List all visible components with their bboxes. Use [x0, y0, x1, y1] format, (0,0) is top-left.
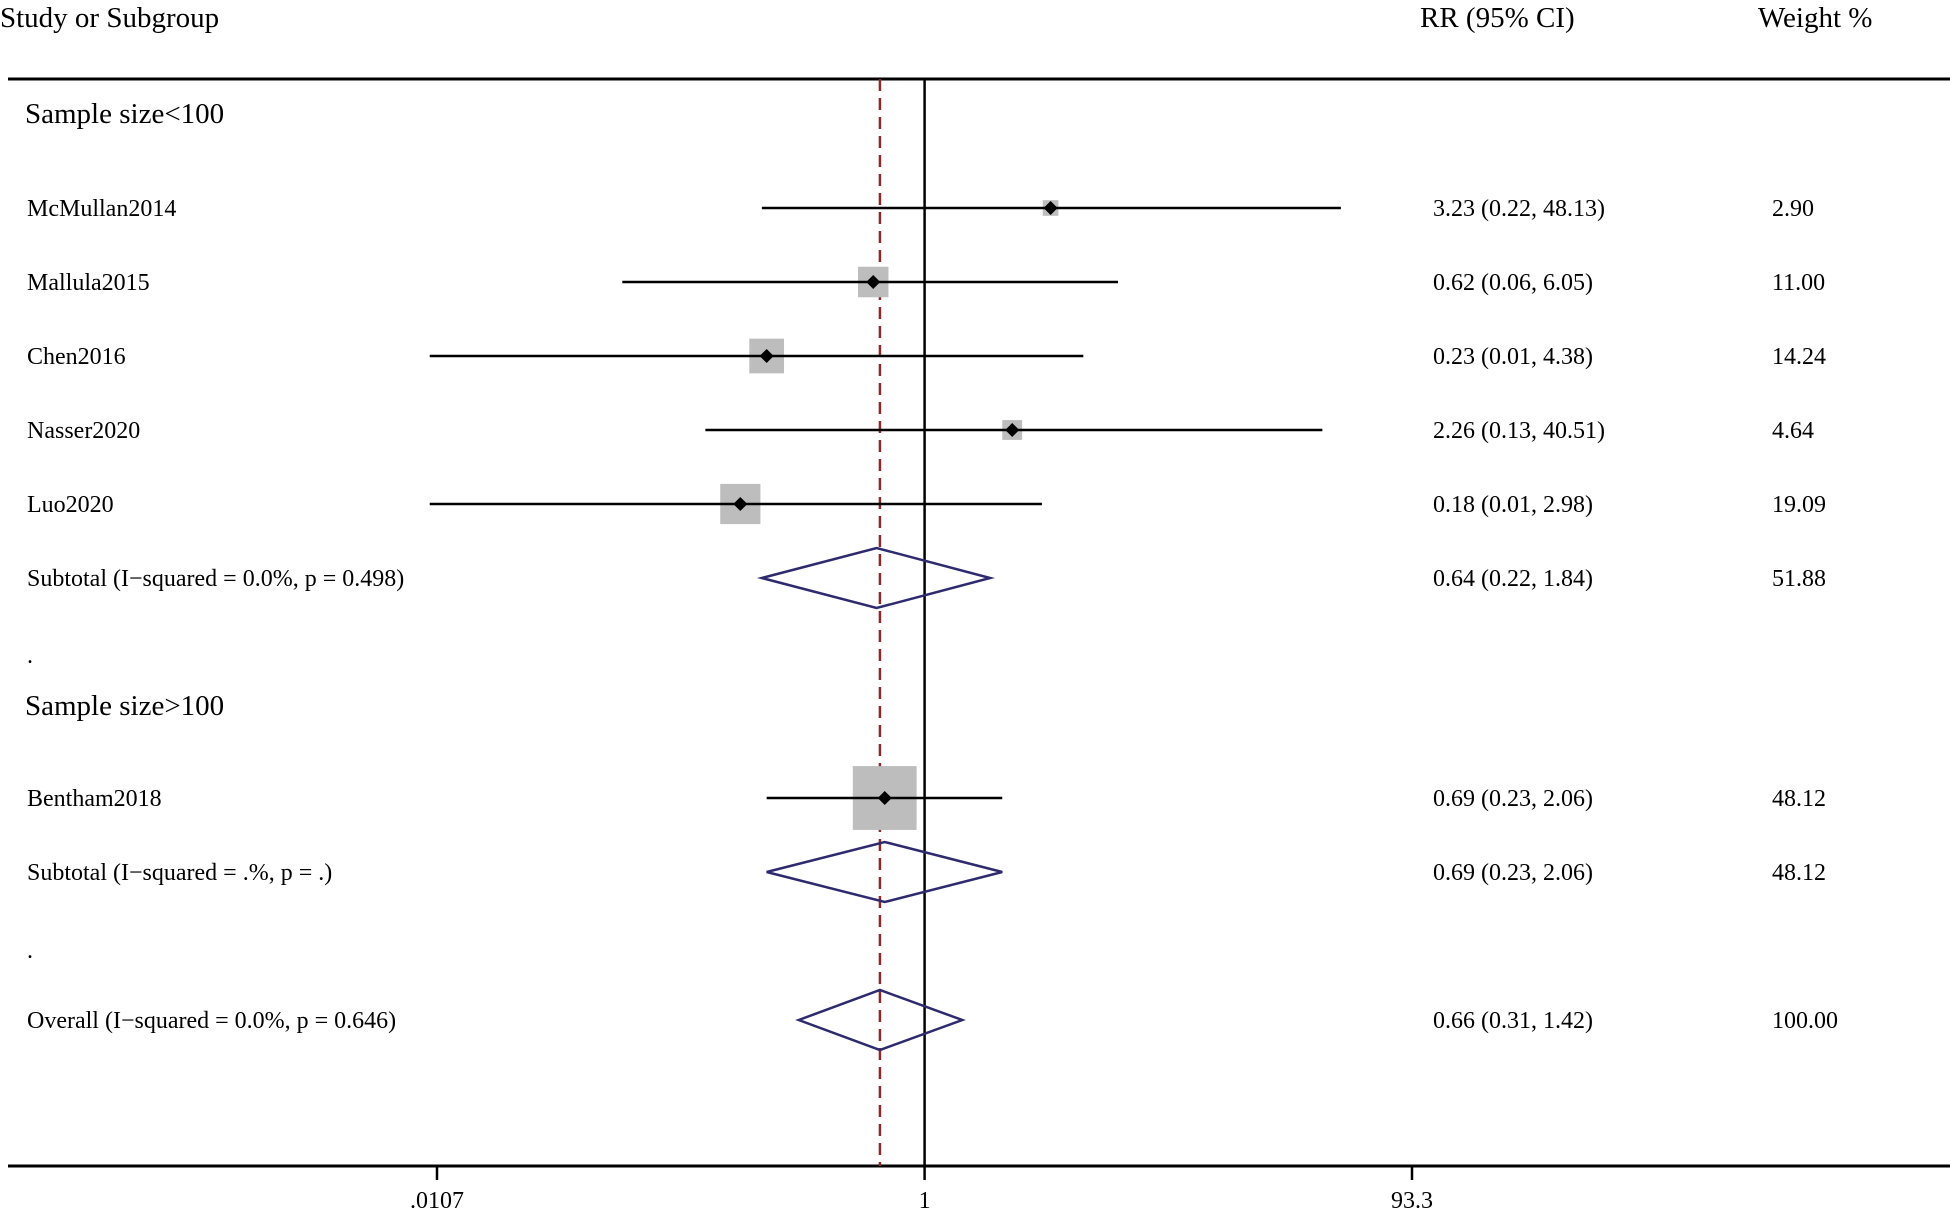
weight-text: 100.00 [1772, 1008, 1838, 1034]
x-tick-label: 1 [919, 1188, 931, 1214]
ci-text: 0.69 (0.23, 2.06) [1433, 860, 1593, 886]
ci-text: 0.18 (0.01, 2.98) [1433, 492, 1593, 518]
header-estimate: RR (95% CI) [1420, 2, 1575, 34]
subtotal-label: Subtotal (I−squared = .%, p = .) [27, 860, 332, 886]
header-weight: Weight % [1758, 2, 1872, 34]
weight-text: 51.88 [1772, 566, 1826, 592]
overall-diamond [795, 988, 966, 1052]
weight-text: 48.12 [1772, 860, 1826, 886]
study-label: Bentham2018 [27, 786, 162, 812]
spacer-dot: . [27, 643, 33, 669]
weight-text: 11.00 [1772, 270, 1825, 296]
weight-text: 14.24 [1772, 344, 1826, 370]
point-estimate [1005, 423, 1020, 437]
x-ticks: .0107 1 93.3 [410, 1166, 1433, 1214]
ci-text: 2.26 (0.13, 40.51) [1433, 418, 1605, 444]
weight-text: 48.12 [1772, 786, 1826, 812]
plot-marks [429, 79, 1341, 1166]
ci-text: 0.66 (0.31, 1.42) [1433, 1008, 1593, 1034]
subtotal-diamond [756, 546, 996, 610]
ci-text: 3.23 (0.22, 48.13) [1433, 196, 1605, 222]
study-label: Nasser2020 [27, 418, 140, 444]
x-tick-label: .0107 [410, 1188, 464, 1214]
spacer-dot: . [27, 938, 33, 964]
study-label: Mallula2015 [27, 270, 150, 296]
subgroup-heading: Sample size>100 [25, 690, 224, 722]
study-label: McMullan2014 [27, 196, 176, 222]
subtotal-diamond [766, 840, 1003, 904]
subtotal-label: Subtotal (I−squared = 0.0%, p = 0.498) [27, 566, 404, 592]
subgroup-heading: Sample size<100 [25, 98, 224, 130]
point-estimate [759, 349, 774, 363]
row-labels: Sample size<100 McMullan2014 3.23 (0.22, 4… [25, 98, 1838, 1034]
study-label: Chen2016 [27, 344, 126, 370]
point-estimate [877, 791, 892, 805]
ci-text: 0.69 (0.23, 2.06) [1433, 786, 1593, 812]
point-estimate [733, 497, 748, 511]
ci-text: 0.62 (0.06, 6.05) [1433, 270, 1593, 296]
column-headers: Study or Subgroup RR (95% CI) Weight % [0, 2, 1872, 34]
ci-text: 0.23 (0.01, 4.38) [1433, 344, 1593, 370]
overall-label: Overall (I−squared = 0.0%, p = 0.646) [27, 1008, 396, 1034]
point-estimate [1043, 201, 1058, 215]
study-label: Luo2020 [27, 492, 114, 518]
weight-text: 2.90 [1772, 196, 1814, 222]
ci-text: 0.64 (0.22, 1.84) [1433, 566, 1593, 592]
weight-text: 4.64 [1772, 418, 1814, 444]
point-estimate [866, 275, 881, 289]
x-tick-label: 93.3 [1391, 1188, 1433, 1214]
weight-text: 19.09 [1772, 492, 1826, 518]
header-study: Study or Subgroup [0, 2, 219, 34]
